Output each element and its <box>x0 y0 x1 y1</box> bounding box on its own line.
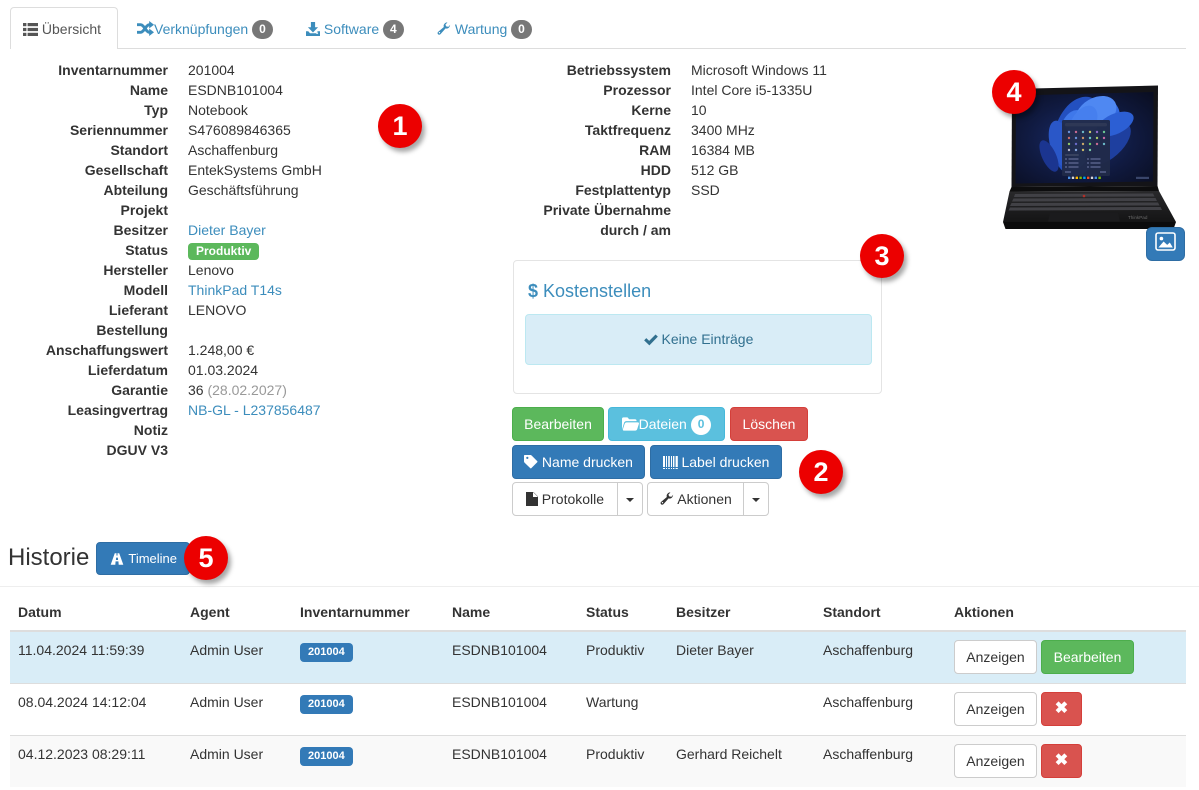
svg-text:ThinkPad: ThinkPad <box>1128 215 1148 220</box>
